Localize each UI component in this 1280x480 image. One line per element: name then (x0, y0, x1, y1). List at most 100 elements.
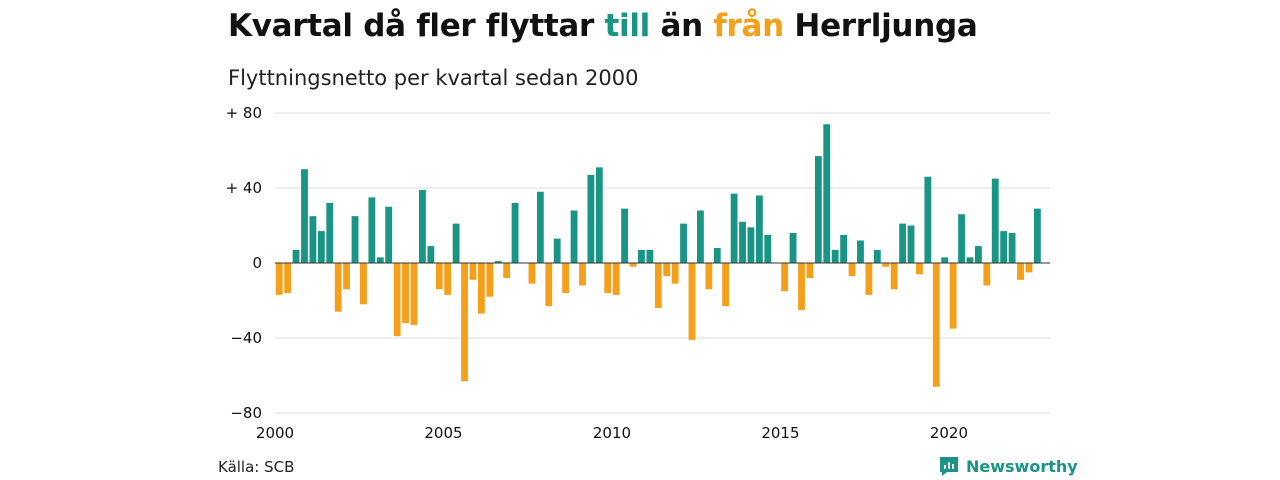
bar (461, 263, 468, 382)
bar (764, 234, 772, 263)
bar (705, 263, 713, 290)
bar (966, 257, 974, 263)
bar (385, 206, 393, 263)
bar (991, 178, 999, 263)
bar (410, 263, 418, 325)
bar (275, 263, 283, 295)
title-part-0: Kvartal då fler flyttar (228, 8, 605, 44)
bar (840, 234, 848, 263)
bar (419, 189, 426, 263)
bar (351, 216, 359, 263)
bar (343, 263, 351, 290)
bar (798, 263, 805, 310)
bar (528, 263, 536, 284)
bar (899, 223, 906, 263)
bar (545, 263, 553, 307)
bar (587, 174, 595, 263)
bar (781, 263, 789, 292)
bar (713, 248, 721, 263)
x-tick-label: 2000 (256, 424, 294, 442)
y-tick-label: −40 (230, 329, 262, 347)
bar (882, 263, 890, 267)
source-note: Källa: SCB (218, 458, 295, 476)
bar (974, 246, 982, 263)
bar (292, 249, 300, 263)
bar (831, 249, 839, 263)
bar (579, 263, 586, 286)
bar (1017, 263, 1024, 280)
x-tick-label: 2015 (761, 424, 799, 442)
chart-subtitle: Flyttningsnetto per kvartal sedan 2000 (228, 66, 639, 90)
bar (402, 263, 409, 323)
bar (739, 221, 746, 263)
bar (309, 216, 317, 263)
bar (814, 156, 822, 263)
bar (755, 195, 763, 263)
bar (511, 203, 519, 263)
bar (907, 225, 915, 263)
x-tick-label: 2020 (930, 424, 968, 442)
bar (427, 246, 435, 263)
bar (983, 263, 991, 286)
bar (848, 263, 856, 277)
chart-title: Kvartal då fler flyttar till än från Her… (228, 8, 978, 44)
bar (730, 193, 738, 263)
newsworthy-logo: Newsworthy (938, 455, 1078, 477)
bar (494, 261, 502, 263)
bar (360, 263, 367, 305)
bar (1033, 208, 1041, 263)
bar (696, 210, 704, 263)
y-tick-label: + 40 (226, 179, 262, 197)
x-tick-label: 2010 (593, 424, 631, 442)
bar (435, 263, 443, 290)
bar (368, 197, 376, 263)
bar (924, 176, 932, 263)
bar (941, 257, 949, 263)
y-tick-label: + 80 (226, 104, 262, 122)
bar (671, 263, 679, 284)
bar (747, 227, 755, 263)
bar (326, 203, 334, 263)
bar (301, 169, 308, 263)
bar (629, 263, 637, 267)
bar (823, 124, 831, 263)
bar (604, 263, 612, 293)
bar (806, 263, 814, 278)
newsworthy-logo-text: Newsworthy (966, 456, 1078, 476)
title-part-3: från (713, 8, 784, 44)
bar (865, 263, 873, 295)
bar (503, 263, 511, 278)
title-part-4: Herrljunga (783, 8, 978, 44)
bar (1008, 233, 1016, 263)
bar (789, 233, 797, 263)
bar (444, 263, 452, 295)
bar (663, 263, 671, 277)
newsworthy-logo-icon (940, 457, 958, 476)
bar (570, 210, 578, 263)
bar (621, 208, 629, 263)
bar (317, 231, 325, 263)
bar (536, 191, 544, 263)
y-tick-label: −80 (230, 404, 262, 422)
bar (722, 263, 730, 307)
x-tick-label: 2005 (424, 424, 462, 442)
bar (452, 223, 460, 263)
bar (486, 263, 494, 297)
bar (638, 249, 645, 263)
bar (916, 263, 923, 275)
bar (1025, 263, 1033, 273)
title-part-2: än (649, 8, 714, 44)
bar (654, 263, 662, 308)
bar (595, 167, 603, 263)
title-part-1: till (604, 8, 650, 44)
bar (949, 263, 957, 329)
bar (477, 263, 485, 314)
bar (376, 257, 384, 263)
bar (646, 249, 654, 263)
bar (562, 263, 570, 293)
bar (873, 249, 881, 263)
bar (334, 263, 342, 312)
bar (680, 223, 687, 263)
bar (932, 263, 940, 387)
